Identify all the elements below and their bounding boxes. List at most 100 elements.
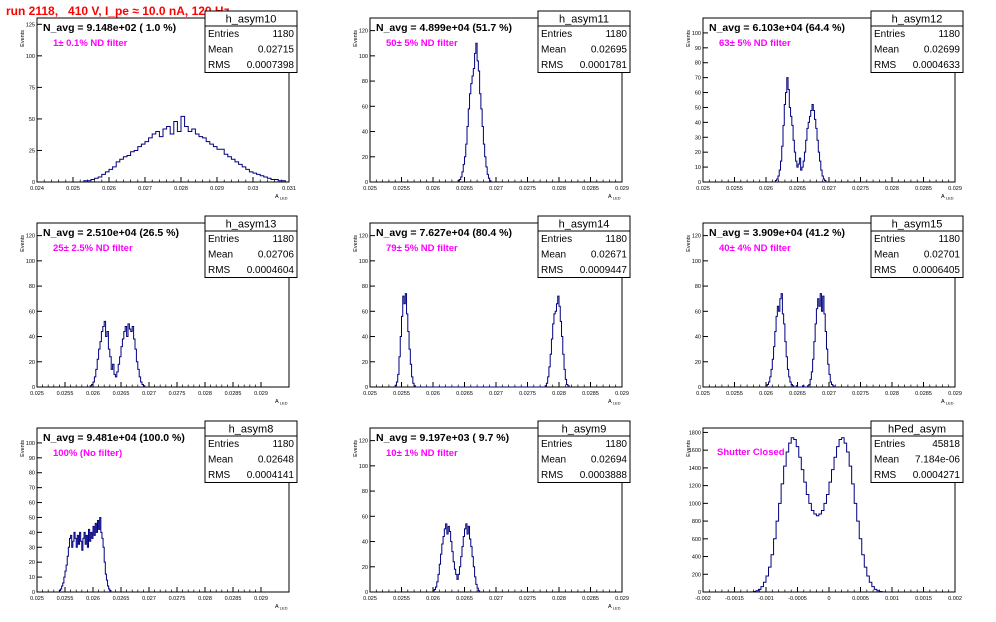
n-avg-annotation: N_avg = 9.148e+02 ( 1.0 %) (43, 22, 176, 34)
y-tick-label: 0 (365, 590, 368, 596)
histogram-panel-h_asym10: 0.024 0.025 0.026 0.027 0.028 0.029 0.03 0.031 0… (20, 10, 298, 201)
y-axis-label: Events (686, 440, 692, 457)
x-tick-label: 0.0275 (852, 391, 869, 397)
x-tick-label: 0.024 (30, 186, 44, 192)
x-axis-label: A LED (608, 194, 621, 201)
stats-label: Entries (874, 29, 905, 40)
stats-value: 0.0004604 (247, 265, 295, 276)
histogram-bars (83, 115, 286, 182)
x-tick-label: 0.026 (426, 186, 440, 192)
x-tick-label: 0.029 (615, 186, 629, 192)
n-avg-annotation: N_avg = 7.627e+04 (80.4 %) (376, 227, 512, 239)
stats-value: 7.184e-06 (915, 455, 960, 466)
x-tick-label: 0.026 (86, 391, 100, 397)
stats-value: 1180 (272, 29, 294, 40)
stats-value: 1180 (605, 29, 627, 40)
x-tick-label: 0.025 (30, 391, 44, 397)
x-tick-label: 0.026 (426, 596, 440, 602)
stats-value: 1180 (605, 234, 627, 245)
histogram-title: h_asym13 (226, 219, 277, 231)
n-avg-annotation: N_avg = 6.103e+04 (64.4 %) (709, 22, 845, 34)
x-tick-label: 0.025 (363, 596, 377, 602)
y-tick-label: 60 (362, 514, 368, 520)
y-tick-label: 120 (359, 234, 368, 240)
x-tick-label: 0.027 (489, 186, 503, 192)
x-tick-label: 0.0255 (57, 596, 74, 602)
stats-value: 1180 (272, 439, 294, 450)
histogram-panel-h_asym8: 0.025 0.0255 0.026 0.0265 0.027 0.0275 0.028 0.… (20, 420, 298, 611)
histogram-title: h_asym9 (562, 424, 607, 436)
stats-box (204, 420, 298, 483)
y-tick-label: 40 (362, 540, 368, 546)
x-tick-label: 0.025 (696, 391, 710, 397)
stats-label: Entries (541, 29, 572, 40)
stats-value: 0.02695 (591, 45, 628, 56)
stats-value: 0.02648 (258, 455, 295, 466)
histogram-title: h_asym12 (892, 14, 943, 26)
histogram-title: h_asym8 (229, 424, 274, 436)
y-tick-label: 0 (698, 180, 701, 186)
y-tick-label: 20 (362, 155, 368, 161)
y-tick-label: 60 (362, 309, 368, 315)
histogram-bars (89, 320, 146, 387)
y-tick-label: 0 (365, 180, 368, 186)
x-tick-label: 0.026 (759, 186, 773, 192)
y-axis-label: Events (353, 440, 359, 457)
x-tick-label: 0.0265 (113, 596, 130, 602)
y-tick-label: 100 (359, 464, 368, 470)
y-tick-label: 800 (692, 519, 701, 525)
y-tick-label: 0 (698, 590, 701, 596)
stats-label: Mean (208, 455, 233, 466)
stats-label: Mean (541, 455, 566, 466)
stats-label: Entries (541, 439, 572, 450)
filter-label: 50± 5% ND filter (386, 38, 458, 49)
histogram-panel-h_asym14: 0.025 0.0255 0.026 0.0265 0.027 0.0275 0.028 0.… (353, 215, 631, 406)
stats-label: RMS (208, 265, 231, 276)
x-tick-label: 0.0255 (393, 391, 410, 397)
y-axis-label: Events (686, 235, 692, 252)
x-tick-label: 0.03 (248, 186, 259, 192)
stats-label: Entries (208, 439, 239, 450)
stats-label: RMS (541, 265, 564, 276)
stats-label: Mean (541, 250, 566, 261)
y-tick-label: 60 (695, 91, 701, 97)
x-tick-label: 0.026 (759, 391, 773, 397)
x-tick-label: 0.0285 (582, 391, 599, 397)
y-tick-label: 75 (29, 85, 35, 91)
x-tick-label: 0.0015 (915, 596, 932, 602)
histogram-bars (394, 293, 570, 388)
histogram-bars (58, 516, 112, 592)
y-tick-label: 20 (695, 360, 701, 366)
stats-value: 0.02671 (591, 250, 628, 261)
x-tick-label: -0.001 (758, 596, 774, 602)
x-tick-label: 0.027 (489, 391, 503, 397)
stats-value: 1180 (938, 234, 960, 245)
y-tick-label: 60 (362, 104, 368, 110)
stats-value: 1180 (605, 439, 627, 450)
y-axis-label: Events (686, 30, 692, 47)
x-tick-label: 0.0265 (789, 186, 806, 192)
stats-label: RMS (208, 60, 231, 71)
x-tick-label: 0.027 (822, 391, 836, 397)
y-tick-label: 20 (695, 150, 701, 156)
stats-value: 1180 (938, 29, 960, 40)
x-tick-label: 0.028 (552, 391, 566, 397)
x-tick-label: 0.0285 (225, 596, 242, 602)
y-tick-label: 80 (695, 284, 701, 290)
histogram-title: hPed_asym (888, 424, 946, 436)
y-tick-label: 100 (26, 441, 35, 447)
y-tick-label: 70 (29, 486, 35, 492)
y-tick-label: 50 (29, 117, 35, 123)
histogram-bars (457, 42, 492, 182)
y-axis-label: Events (353, 235, 359, 252)
n-avg-annotation: N_avg = 4.899e+04 (51.7 %) (376, 22, 512, 34)
x-tick-label: 0.025 (363, 186, 377, 192)
y-tick-label: 120 (26, 234, 35, 240)
x-tick-label: 0.029 (948, 391, 962, 397)
x-tick-label: 0.0255 (726, 391, 743, 397)
y-tick-label: 1800 (689, 430, 701, 436)
x-tick-label: 0.025 (30, 596, 44, 602)
x-tick-label: 0.027 (822, 186, 836, 192)
stats-value: 0.0003888 (580, 470, 628, 481)
histogram-panel-h_asym9: 0.025 0.0255 0.026 0.0265 0.027 0.0275 0.028 0.… (353, 420, 631, 611)
